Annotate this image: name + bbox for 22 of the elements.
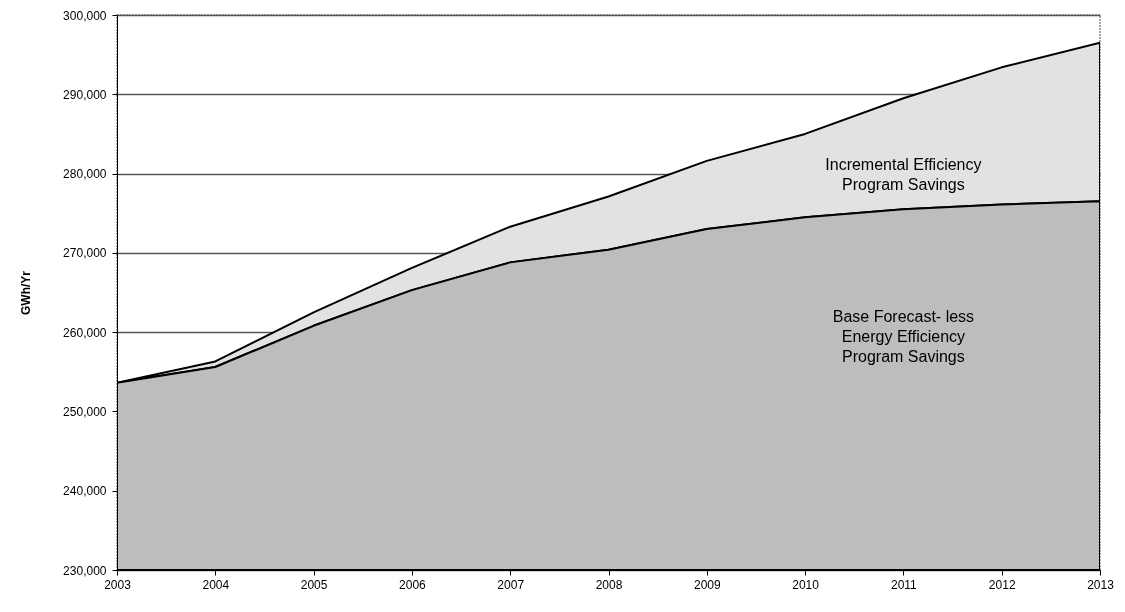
x-tick-label: 2011: [890, 577, 918, 592]
y-axis-title: GWh/Yr: [19, 270, 34, 315]
x-tick-label: 2007: [497, 577, 525, 592]
y-tick-label: 290,000: [63, 87, 107, 102]
y-tick-label: 270,000: [63, 246, 107, 261]
y-tick-label: 280,000: [63, 167, 107, 182]
y-tick-label: 240,000: [63, 484, 107, 499]
x-tick-label: 2009: [693, 577, 721, 592]
series-label: Base Forecast- less Energy Efficiency Program Savings: [832, 308, 975, 366]
y-tick-label: 260,000: [63, 325, 107, 340]
y-tick-label: 250,000: [63, 404, 107, 419]
x-tick-label: 2004: [202, 577, 230, 592]
x-tick-label: 2008: [595, 577, 623, 592]
series-label: Incremental Efficiency Program Savings: [825, 155, 982, 193]
x-tick-label: 2006: [399, 577, 427, 592]
x-tick-label: 2010: [792, 577, 820, 592]
y-tick-label: 300,000: [63, 8, 107, 23]
y-tick-label: 230,000: [63, 563, 107, 578]
x-tick-label: 2012: [988, 577, 1016, 592]
x-tick-label: 2005: [300, 577, 328, 592]
x-tick-label: 2003: [104, 577, 132, 592]
x-tick-label: 2013: [1087, 577, 1115, 592]
